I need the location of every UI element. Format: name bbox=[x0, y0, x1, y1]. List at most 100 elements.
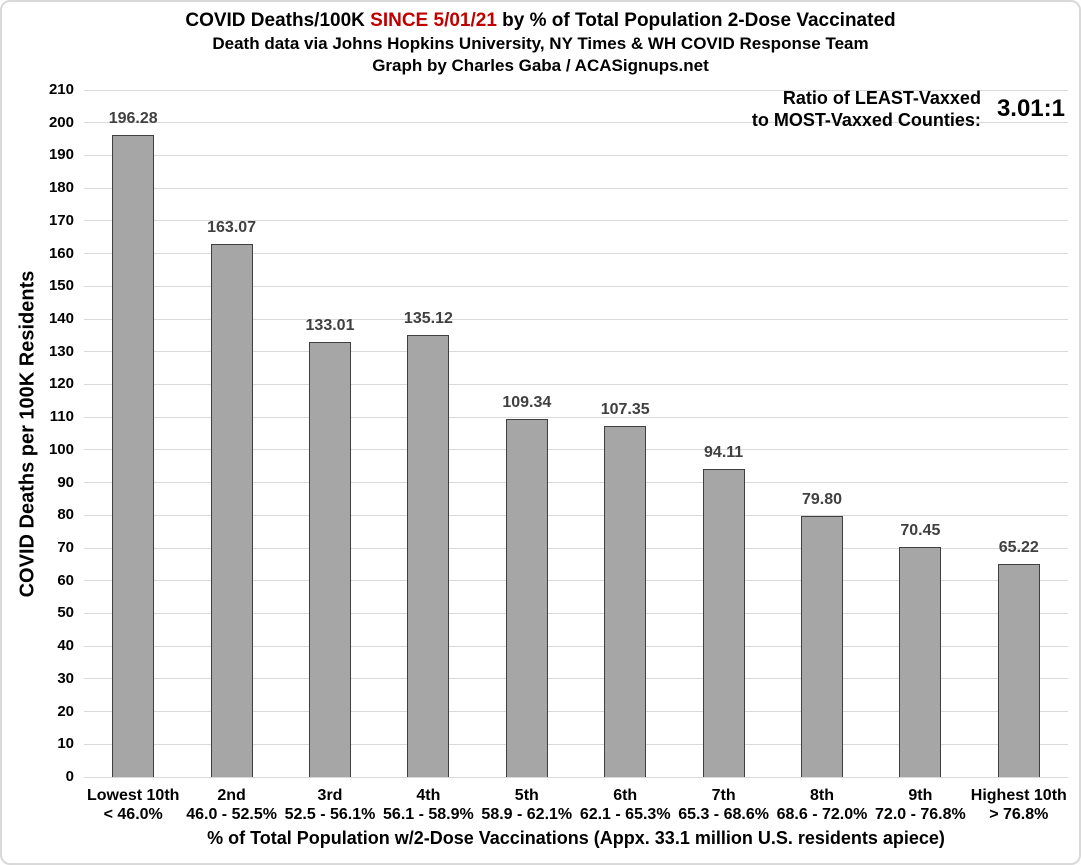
bar-value-label: 65.22 bbox=[998, 538, 1039, 556]
bar bbox=[899, 546, 942, 777]
bar bbox=[702, 469, 745, 777]
x-tick-label-range: 52.5 - 56.1% bbox=[284, 806, 376, 823]
bar bbox=[112, 134, 155, 777]
x-tick-label-range: 65.3 - 68.6% bbox=[678, 806, 769, 823]
x-tick-label-range: 72.0 - 76.8% bbox=[875, 806, 966, 823]
title-suffix: by % of Total Population 2-Dose Vaccinat… bbox=[496, 10, 896, 31]
x-tick-label-decile: 8th bbox=[810, 787, 834, 804]
y-tick-label: 50 bbox=[57, 604, 74, 622]
ratio-annotation: Ratio of LEAST-Vaxxed to MOST-Vaxxed Cou… bbox=[752, 87, 1065, 131]
gridline bbox=[84, 482, 1068, 484]
gridline bbox=[84, 89, 1068, 91]
gridline bbox=[84, 187, 1068, 189]
y-tick-label: 90 bbox=[57, 473, 74, 491]
gridline bbox=[84, 154, 1068, 156]
gridline bbox=[84, 514, 1068, 516]
bar-value-label: 79.80 bbox=[801, 490, 843, 508]
bar bbox=[997, 563, 1040, 777]
x-tick-label-decile: 2nd bbox=[217, 787, 246, 804]
title-highlight-date: SINCE 5/01/21 bbox=[370, 10, 497, 31]
y-tick-label: 80 bbox=[57, 506, 74, 524]
gridline bbox=[84, 678, 1068, 680]
gridline bbox=[84, 253, 1068, 255]
x-tick-label-range: 58.9 - 62.1% bbox=[481, 806, 573, 823]
x-tick-label-decile: 4th bbox=[416, 787, 441, 804]
chart-title: COVID Deaths/100K SINCE 5/01/21 by % of … bbox=[2, 9, 1079, 33]
bar-value-label: 70.45 bbox=[900, 521, 941, 539]
y-tick-label: 180 bbox=[48, 179, 74, 197]
bar-value-label: 94.11 bbox=[704, 444, 744, 462]
gridline bbox=[84, 351, 1068, 353]
gridline bbox=[84, 383, 1068, 385]
y-tick-label: 20 bbox=[57, 702, 74, 720]
gridline bbox=[84, 612, 1068, 614]
y-tick-label: 170 bbox=[48, 211, 74, 229]
x-tick-label-range: 56.1 - 58.9% bbox=[383, 806, 474, 823]
gridline bbox=[84, 122, 1068, 124]
x-tick-label-decile: Highest 10th bbox=[970, 787, 1067, 804]
ratio-label-line1: Ratio of LEAST-Vaxxed bbox=[782, 88, 981, 108]
gridline bbox=[84, 580, 1068, 582]
x-axis-title: % of Total Population w/2-Dose Vaccinati… bbox=[207, 828, 945, 848]
x-tick-label-decile: 7th bbox=[711, 787, 736, 804]
chart-subtitle-credit: Graph by Charles Gaba / ACASignups.net bbox=[372, 56, 709, 75]
x-tick-label-range: 46.0 - 52.5% bbox=[186, 806, 277, 823]
y-tick-label: 110 bbox=[49, 408, 74, 426]
y-tick-label: 160 bbox=[48, 244, 74, 262]
title-prefix: COVID Deaths/100K bbox=[185, 10, 371, 31]
bar-value-label: 135.12 bbox=[403, 309, 453, 327]
y-tick-label: 210 bbox=[48, 81, 74, 98]
ratio-annotation-label: Ratio of LEAST-Vaxxed to MOST-Vaxxed Cou… bbox=[752, 87, 981, 131]
gridline bbox=[84, 220, 1068, 222]
y-tick-label: 0 bbox=[65, 768, 74, 785]
bar bbox=[604, 425, 647, 777]
x-tick-label-range: 68.6 - 72.0% bbox=[776, 806, 868, 823]
y-tick-label: 60 bbox=[57, 571, 74, 589]
x-tick-label-range: > 76.8% bbox=[989, 806, 1049, 823]
bar bbox=[309, 341, 351, 777]
y-tick-label: 40 bbox=[57, 637, 74, 655]
bar bbox=[505, 419, 548, 777]
bar-value-label: 109.34 bbox=[502, 394, 552, 412]
y-tick-label: 100 bbox=[48, 440, 74, 458]
y-tick-label: 30 bbox=[57, 669, 74, 687]
gridline bbox=[84, 743, 1068, 745]
bar bbox=[210, 243, 253, 777]
gridline bbox=[84, 645, 1068, 647]
x-tick-label-decile: 9th bbox=[908, 787, 933, 804]
gridline bbox=[84, 416, 1068, 418]
x-tick-label-decile: 5th bbox=[514, 787, 539, 804]
chart-subtitle-source: Death data via Johns Hopkins University,… bbox=[212, 34, 869, 53]
chart-header: COVID Deaths/100K SINCE 5/01/21 by % of … bbox=[2, 9, 1079, 77]
x-tick-label-range: 62.1 - 65.3% bbox=[579, 806, 671, 823]
y-axis-title: COVID Deaths per 100K Residents bbox=[16, 270, 39, 598]
gridline bbox=[84, 449, 1068, 451]
y-tick-label: 120 bbox=[48, 375, 74, 393]
y-tick-label: 200 bbox=[48, 113, 74, 131]
y-tick-label: 130 bbox=[48, 342, 74, 360]
bar-value-label: 133.01 bbox=[305, 316, 355, 334]
y-tick-label: 70 bbox=[57, 539, 74, 556]
gridline bbox=[84, 285, 1068, 287]
gridline bbox=[84, 318, 1068, 320]
y-tick-label: 140 bbox=[48, 310, 74, 327]
x-tick-label-decile: Lowest 10th bbox=[86, 787, 180, 804]
x-tick-label-decile: 6th bbox=[613, 787, 638, 804]
ratio-value: 3.01:1 bbox=[996, 95, 1065, 122]
x-tick-label-decile: 3rd bbox=[317, 787, 343, 804]
x-tick-label-range: < 46.0% bbox=[103, 806, 163, 823]
ratio-label-line2: to MOST-Vaxxed Counties: bbox=[751, 110, 981, 130]
bar-value-label: 107.35 bbox=[600, 400, 650, 418]
bar bbox=[407, 334, 450, 777]
bar-value-label: 163.07 bbox=[207, 218, 257, 236]
gridline bbox=[84, 776, 1068, 778]
gridline bbox=[84, 547, 1068, 549]
gridline bbox=[84, 711, 1068, 713]
y-tick-label: 150 bbox=[48, 277, 74, 295]
bar-value-label: 196.28 bbox=[108, 109, 158, 127]
y-tick-label: 10 bbox=[57, 735, 74, 753]
bar bbox=[801, 515, 843, 777]
y-tick-label: 190 bbox=[48, 146, 74, 164]
